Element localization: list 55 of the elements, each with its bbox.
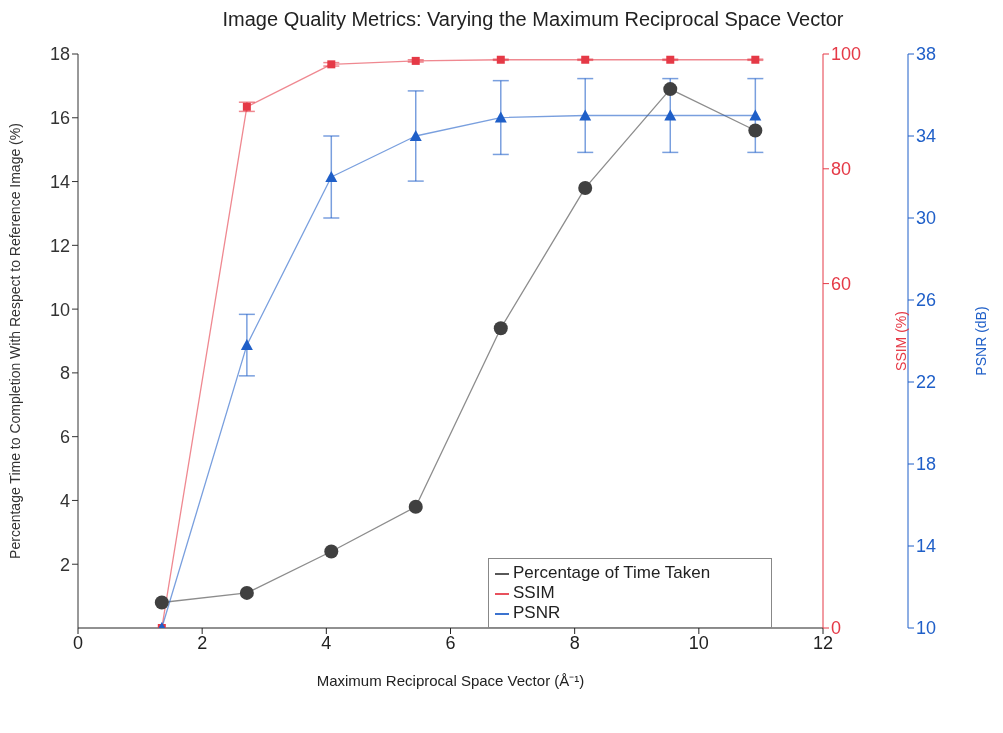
y-axis-title: Percentage Time to Completion With Respect to Reference Image (%) (6, 123, 23, 559)
point (325, 171, 338, 182)
y3-tick-label: 34 (916, 126, 937, 147)
x-tick-label: 12 (812, 632, 834, 653)
point (493, 321, 508, 336)
x-tick-label: 8 (569, 632, 580, 653)
y3-tick-label: 38 (916, 44, 937, 65)
y-tick-label: 2 (59, 554, 70, 575)
point (579, 109, 592, 121)
point (409, 130, 422, 141)
point (242, 102, 251, 111)
point (578, 180, 593, 195)
x-tick-label: 4 (321, 632, 332, 653)
point (496, 55, 505, 64)
y-tick-label: 14 (49, 171, 70, 192)
y2-axis-title: SSIM (%) (892, 311, 909, 371)
y2-tick-label: 60 (831, 273, 852, 294)
y-tick-label: 8 (59, 363, 70, 384)
y2-tick-label: 100 (831, 44, 862, 65)
y2-tick-label: 80 (831, 159, 852, 180)
point (664, 109, 677, 121)
y3-tick-label: 18 (916, 454, 937, 475)
point (581, 55, 590, 64)
y-tick-label: 12 (49, 235, 70, 256)
point (663, 82, 678, 97)
point (408, 499, 423, 514)
y3-tick-label: 30 (916, 208, 937, 229)
x-tick-label: 6 (445, 632, 456, 653)
y-tick-label: 18 (49, 44, 70, 65)
point (411, 56, 420, 65)
y3-tick-label: 14 (916, 536, 937, 557)
point (749, 109, 762, 121)
y3-tick-label: 26 (916, 290, 937, 311)
point (748, 123, 763, 138)
y-tick-label: 16 (49, 108, 70, 129)
x-tick-label: 2 (197, 632, 208, 653)
legend-label: SSIM (513, 583, 555, 602)
y3-tick-label: 10 (916, 618, 937, 639)
y-tick-label: 6 (59, 427, 70, 448)
point (494, 111, 507, 123)
legend-label: Percentage of Time Taken (513, 563, 711, 582)
x-tick-label: 10 (688, 632, 709, 653)
point (239, 585, 254, 600)
point (240, 339, 253, 351)
y-tick-label: 4 (59, 490, 70, 511)
chart-title: Image Quality Metrics: Varying the Maximum Reciprocal Space Vector (221, 8, 845, 32)
y2-tick-label: 0 (831, 618, 842, 639)
y3-axis-title: PSNR (dB) (972, 306, 989, 376)
x-axis-title: Maximum Reciprocal Space Vector (Å⁻¹) (316, 672, 585, 689)
point (324, 544, 339, 559)
legend-label: PSNR (513, 603, 561, 622)
y-tick-label: 10 (49, 299, 70, 320)
x-tick-label: 0 (72, 632, 84, 653)
point (154, 595, 169, 610)
y3-tick-label: 22 (916, 372, 937, 393)
